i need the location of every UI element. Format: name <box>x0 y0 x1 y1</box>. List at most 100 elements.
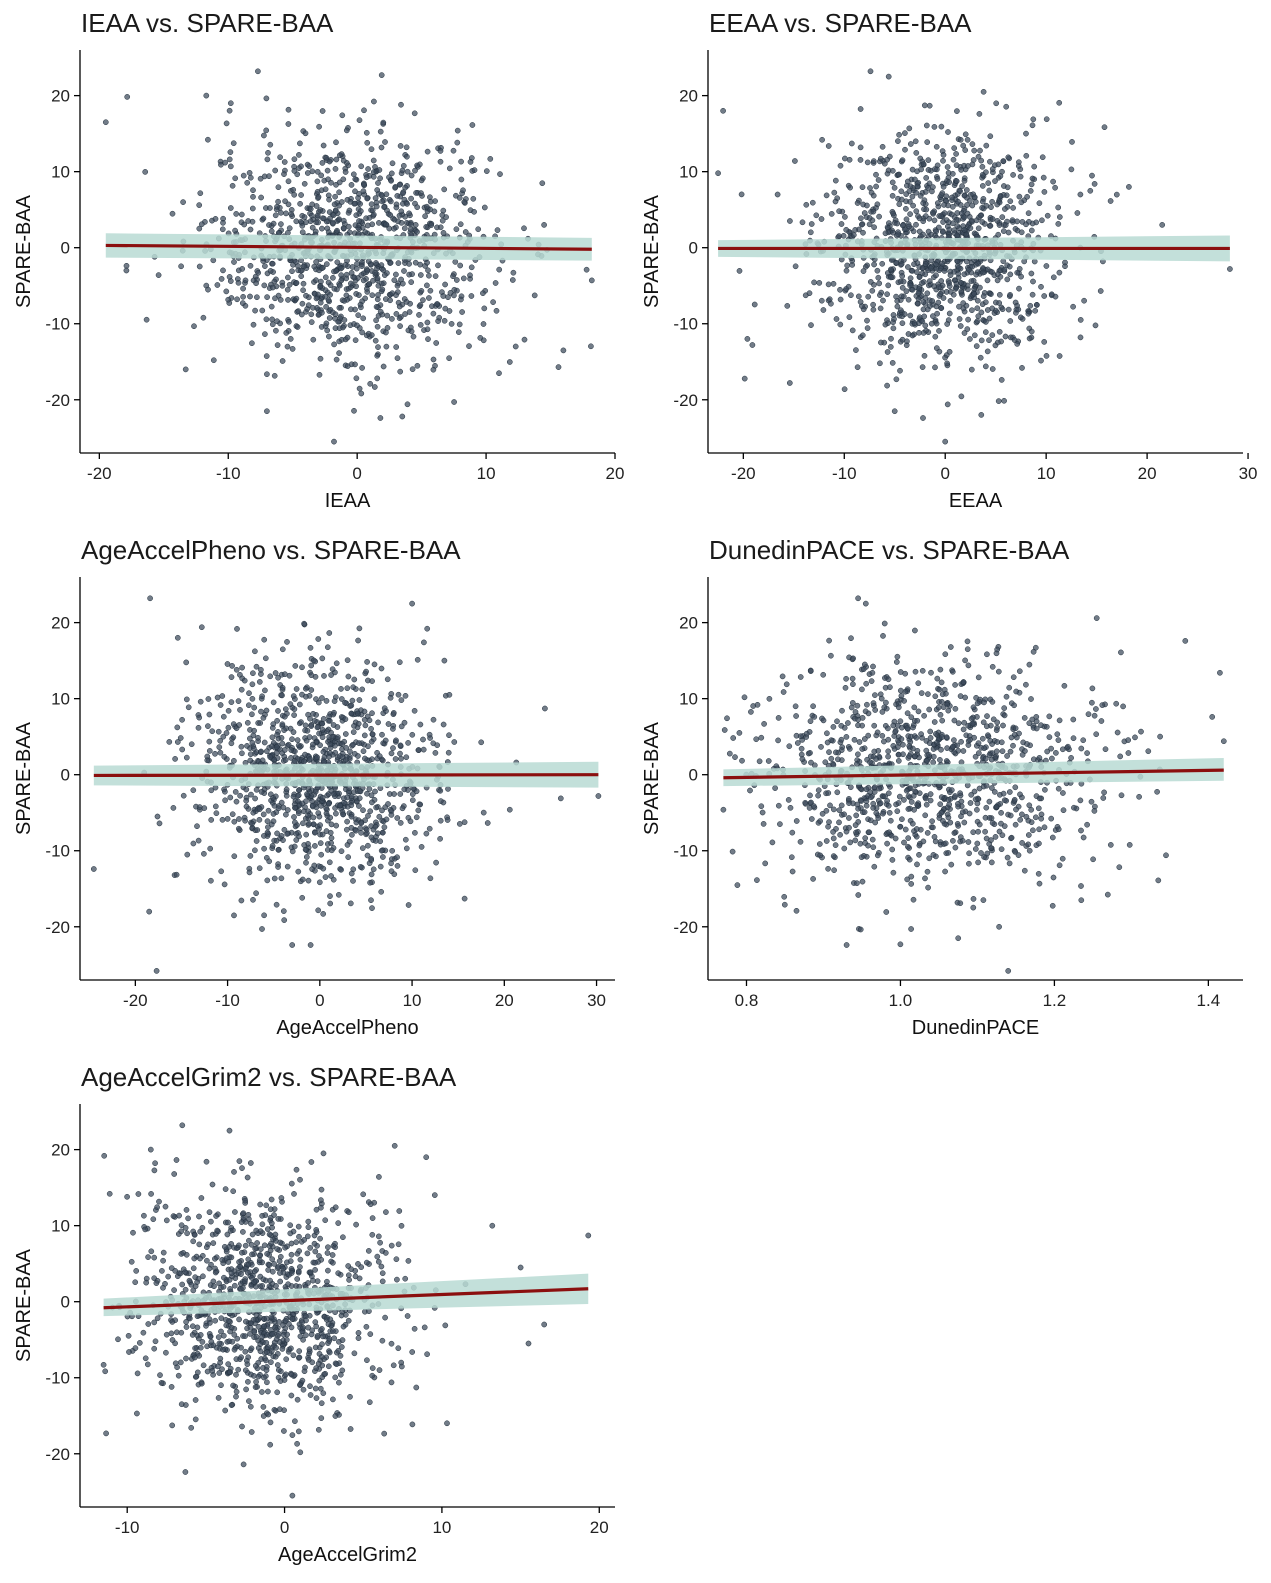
data-point <box>217 737 224 744</box>
data-point <box>998 377 1005 383</box>
data-point <box>859 686 865 693</box>
data-point <box>936 686 943 693</box>
data-point <box>904 725 911 731</box>
data-point <box>866 829 873 836</box>
data-point <box>843 675 849 682</box>
data-point <box>1042 786 1048 793</box>
data-point <box>920 330 927 336</box>
data-point <box>373 260 379 266</box>
data-point <box>397 323 403 329</box>
scatter-chart: EEAA vs. SPARE-BAA-20 -10 0 10 20 30-20-10010… <box>641 8 1258 512</box>
data-point <box>408 279 415 285</box>
data-point <box>297 200 303 207</box>
data-point <box>885 753 891 760</box>
data-point <box>870 158 877 164</box>
data-point <box>223 730 230 736</box>
data-point <box>314 168 321 175</box>
x-tick-label: 1.2 <box>1043 991 1067 1010</box>
data-point <box>174 634 181 641</box>
data-point <box>941 268 948 274</box>
data-point <box>973 271 980 278</box>
data-point <box>291 757 298 764</box>
data-point <box>424 259 430 266</box>
data-point <box>398 101 404 108</box>
data-point <box>792 158 798 164</box>
data-point <box>469 122 476 128</box>
data-point <box>876 785 883 792</box>
data-point <box>977 212 984 219</box>
data-point <box>961 214 968 221</box>
data-point <box>885 676 892 683</box>
data-point <box>275 198 281 205</box>
data-point <box>341 298 348 304</box>
data-point <box>240 285 246 292</box>
data-point <box>451 292 457 299</box>
data-point <box>986 315 993 322</box>
data-point <box>292 804 298 811</box>
data-point <box>937 666 944 673</box>
data-point <box>375 282 382 289</box>
data-point <box>260 215 267 222</box>
data-point <box>1023 152 1030 159</box>
data-point <box>388 170 395 177</box>
data-point <box>721 727 728 733</box>
data-point <box>481 305 488 312</box>
data-point <box>418 844 425 850</box>
data-point <box>715 170 721 177</box>
data-point <box>1060 807 1067 814</box>
data-point <box>588 343 594 350</box>
data-point <box>417 272 424 278</box>
data-point <box>772 785 778 791</box>
data-point <box>926 752 932 758</box>
data-point <box>833 316 840 322</box>
data-point <box>351 407 357 414</box>
data-point <box>301 758 307 765</box>
data-point <box>730 735 737 741</box>
data-point <box>291 706 298 712</box>
data-point <box>361 107 367 114</box>
data-point <box>1217 669 1223 676</box>
data-point <box>1092 322 1099 329</box>
data-point <box>345 673 352 680</box>
data-point <box>853 829 859 836</box>
data-point <box>1028 270 1035 277</box>
data-point <box>396 1208 403 1214</box>
data-point <box>266 173 272 180</box>
data-point <box>430 716 437 723</box>
data-point <box>342 731 349 737</box>
data-point <box>284 831 291 837</box>
data-point <box>263 127 270 134</box>
data-point <box>259 693 265 700</box>
data-point <box>918 166 924 173</box>
data-point <box>890 869 897 876</box>
data-point <box>402 692 409 699</box>
data-point <box>960 726 967 733</box>
data-point <box>939 260 946 267</box>
data-point <box>269 843 276 849</box>
data-point <box>858 215 864 222</box>
data-point <box>1026 661 1033 668</box>
data-point <box>442 1322 449 1329</box>
data-point <box>1100 795 1107 801</box>
data-point <box>368 725 374 732</box>
data-point <box>1118 649 1124 656</box>
data-point <box>979 171 986 178</box>
data-point <box>264 371 270 378</box>
data-point <box>958 738 964 745</box>
data-point <box>894 303 901 310</box>
data-point <box>890 722 897 729</box>
data-point <box>830 835 837 842</box>
data-point <box>938 192 945 198</box>
data-point <box>326 158 333 165</box>
data-point <box>247 853 254 859</box>
data-point <box>356 385 363 392</box>
data-point <box>890 325 897 332</box>
data-point <box>174 739 181 745</box>
data-point <box>1001 705 1008 711</box>
data-point <box>920 838 927 845</box>
data-point <box>291 156 298 163</box>
data-point <box>1065 743 1071 750</box>
data-point <box>1040 174 1047 181</box>
data-point <box>830 806 837 813</box>
data-point <box>1036 880 1043 887</box>
